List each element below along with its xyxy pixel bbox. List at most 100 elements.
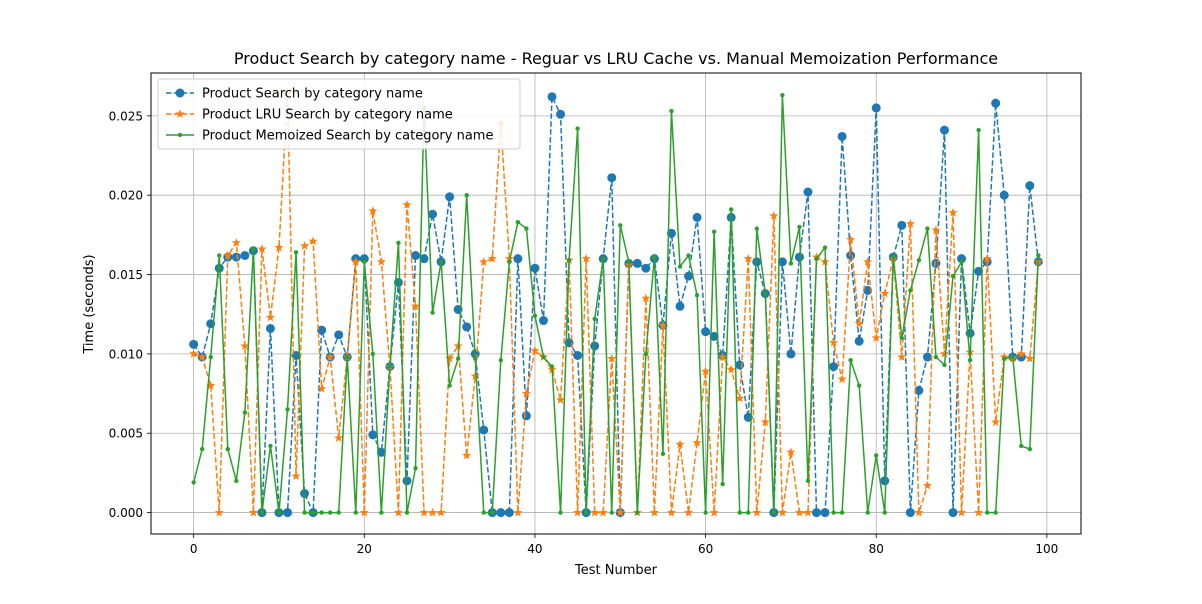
legend-box — [157, 78, 521, 150]
data-point — [217, 253, 222, 258]
data-point — [641, 293, 651, 303]
data-point — [300, 241, 310, 250]
data-point — [410, 301, 421, 311]
data-point — [368, 206, 378, 215]
data-point — [991, 98, 1001, 108]
data-point — [607, 353, 617, 363]
data-point — [1027, 446, 1033, 452]
data-point — [974, 266, 984, 276]
data-point — [803, 507, 813, 517]
x-tick-label: 20 — [357, 542, 372, 556]
data-point — [957, 254, 967, 264]
data-point — [882, 510, 887, 515]
data-point — [752, 257, 762, 267]
data-point — [487, 253, 497, 263]
data-point — [692, 437, 702, 447]
data-point — [334, 330, 344, 340]
data-point — [470, 371, 480, 380]
data-point — [283, 508, 293, 518]
data-point — [794, 507, 805, 517]
data-point — [711, 229, 717, 234]
data-point — [547, 92, 557, 102]
data-point — [643, 351, 649, 357]
data-point — [607, 173, 617, 183]
data-point — [984, 510, 990, 515]
data-point — [871, 333, 881, 342]
data-point — [387, 364, 393, 369]
data-point — [780, 93, 785, 98]
data-point — [455, 356, 461, 361]
data-point — [362, 259, 367, 265]
data-point — [302, 510, 307, 515]
x-tick-label: 100 — [1035, 542, 1058, 556]
data-point — [291, 471, 301, 480]
data-point — [752, 507, 762, 517]
data-point — [462, 322, 472, 332]
series-3 — [191, 93, 1041, 515]
data-point — [376, 257, 386, 266]
data-point — [880, 288, 890, 298]
data-point — [396, 240, 401, 246]
data-point — [609, 510, 614, 515]
data-point — [763, 291, 768, 296]
data-point — [319, 510, 324, 515]
data-point — [897, 352, 907, 361]
data-point — [948, 508, 958, 518]
data-point — [598, 507, 608, 517]
data-point — [555, 395, 566, 404]
data-point — [259, 510, 265, 515]
data-point — [991, 417, 1001, 427]
x-tick-label: 0 — [190, 542, 198, 556]
data-point — [379, 510, 384, 515]
data-point — [430, 310, 435, 315]
data-point — [251, 246, 256, 252]
data-point — [438, 259, 444, 265]
data-point — [703, 510, 708, 515]
data-point — [931, 225, 941, 234]
data-point — [728, 207, 734, 212]
data-point — [234, 478, 239, 484]
data-point — [521, 411, 531, 421]
y-tick-label: 0.000 — [109, 506, 143, 520]
data-point — [549, 364, 555, 369]
data-point — [479, 257, 489, 266]
data-point — [507, 259, 512, 265]
data-point — [231, 238, 241, 247]
data-point — [660, 451, 666, 457]
data-point — [891, 254, 896, 260]
data-point — [462, 450, 472, 460]
data-point — [393, 507, 403, 517]
data-point — [939, 125, 949, 135]
data-point — [675, 301, 685, 311]
data-point — [581, 253, 591, 263]
data-point — [709, 331, 719, 341]
legend-marker — [175, 88, 185, 98]
data-point — [922, 480, 932, 490]
x-tick-label: 60 — [698, 542, 713, 556]
data-point — [206, 380, 216, 390]
data-point — [359, 507, 369, 517]
data-point — [769, 211, 779, 220]
data-point — [626, 259, 631, 265]
data-point — [445, 353, 455, 363]
data-point — [939, 349, 950, 358]
data-point — [777, 257, 787, 267]
data-point — [199, 446, 205, 452]
data-point — [743, 253, 753, 263]
data-point — [669, 108, 674, 114]
data-point — [814, 256, 819, 261]
data-point — [812, 508, 822, 518]
data-point — [334, 433, 344, 442]
data-point — [214, 507, 224, 517]
data-point — [530, 345, 540, 355]
data-point — [370, 351, 376, 357]
data-point — [1025, 181, 1035, 191]
data-point — [208, 354, 213, 360]
data-point — [805, 478, 811, 484]
data-point — [916, 258, 922, 263]
y-axis-ticks: 0.000 0.005 0.010 0.015 0.020 0.025 — [109, 109, 151, 520]
data-point — [490, 510, 495, 515]
data-point — [822, 245, 828, 250]
data-point — [967, 358, 973, 363]
data-point — [950, 273, 956, 279]
